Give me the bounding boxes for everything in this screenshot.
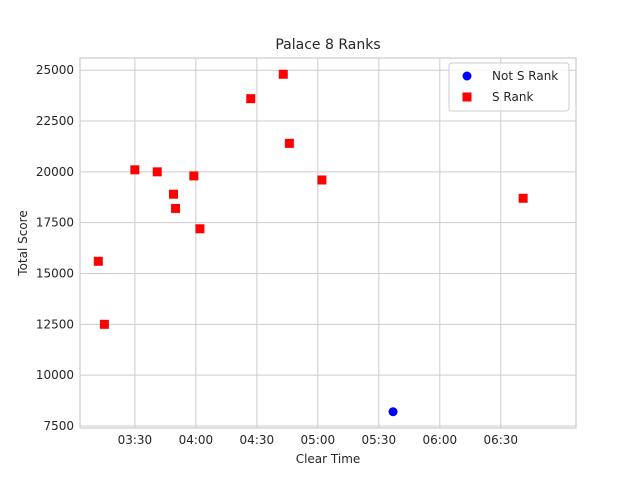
x-tick-label: 05:30: [362, 433, 397, 447]
data-point-square: [518, 193, 528, 203]
y-tick-label: 25000: [36, 63, 74, 77]
y-axis-ticks: 7500 10000 12500 15000 17500 20000 22500 25000: [36, 63, 74, 433]
data-point-square: [189, 171, 199, 181]
data-point-square: [317, 175, 327, 185]
data-point-circle: [388, 407, 398, 417]
legend-label-not-s-rank: Not S Rank: [492, 69, 558, 83]
x-axis-label: Clear Time: [296, 452, 361, 466]
legend-marker-not-s-rank: [462, 71, 472, 81]
legend-label-s-rank: S Rank: [492, 90, 533, 104]
x-tick-label: 04:00: [179, 433, 214, 447]
data-point-square: [278, 69, 288, 79]
data-point-square: [284, 138, 294, 148]
data-point-square: [93, 256, 103, 266]
y-tick-label: 12500: [36, 317, 74, 331]
y-tick-label: 7500: [43, 419, 74, 433]
data-point-square: [169, 189, 179, 199]
y-gridlines: [80, 69, 576, 427]
y-tick-label: 20000: [36, 165, 74, 179]
legend: Not S Rank S Rank: [448, 62, 570, 112]
x-tick-label: 03:30: [118, 433, 153, 447]
plot-border: [79, 57, 577, 429]
y-axis-label: Total Score: [16, 210, 30, 276]
data-point-square: [152, 167, 162, 177]
y-tick-label: 22500: [36, 114, 74, 128]
legend-box: [448, 62, 570, 112]
x-gridlines: [134, 58, 502, 428]
data-point-square: [130, 165, 140, 175]
x-tick-label: 04:30: [240, 433, 275, 447]
data-points: [93, 69, 528, 417]
legend-marker-s-rank: [462, 92, 472, 102]
x-tick-label: 05:00: [301, 433, 336, 447]
y-tick-label: 15000: [36, 266, 74, 280]
data-point-square: [99, 319, 109, 329]
x-axis-ticks: 03:30 04:00 04:30 05:00 05:30 06:00 06:30: [118, 433, 518, 447]
chart-title: Palace 8 Ranks: [275, 37, 380, 53]
plot-frame: [79, 57, 577, 429]
data-point-square: [195, 224, 205, 234]
data-point-square: [246, 94, 256, 104]
data-point-square: [171, 203, 181, 213]
plot-area: [80, 58, 576, 428]
y-tick-label: 10000: [36, 368, 74, 382]
y-tick-label: 17500: [36, 216, 74, 230]
x-tick-label: 06:30: [483, 433, 518, 447]
x-tick-label: 06:00: [423, 433, 458, 447]
